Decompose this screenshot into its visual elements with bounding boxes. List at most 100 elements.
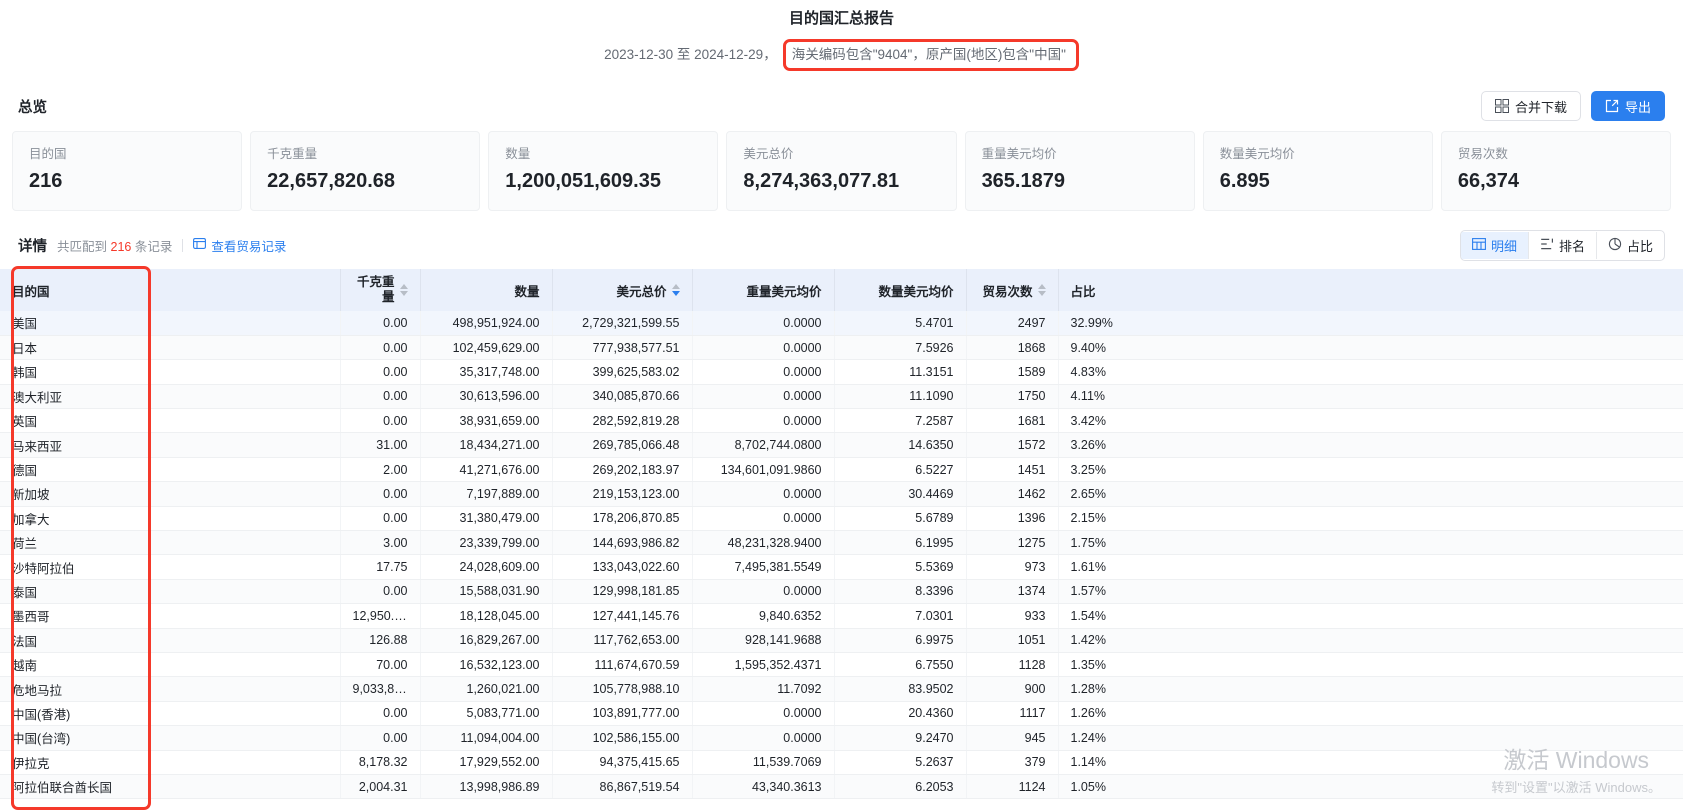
- cell-country: 泰国: [0, 579, 149, 605]
- table-row[interactable]: 伊拉克 8,178.32 17,929,552.00 94,375,415.65 11,…: [0, 750, 1683, 775]
- cell-share: 2.65%: [1058, 481, 1683, 507]
- cell-trade-count: 1051: [966, 628, 1059, 653]
- table-row[interactable]: 加拿大 0.00 31,380,479.00 178,206,870.85 0.0000…: [0, 506, 1683, 532]
- table-row[interactable]: 泰国 0.00 15,588,031.90 129,998,181.85 0.0000 8…: [0, 579, 1683, 605]
- column-header-trade-count[interactable]: 贸易次数: [966, 269, 1059, 311]
- date-range-text: 2023-12-30 至 2024-12-29，: [604, 47, 777, 62]
- cell-trade-count: 1462: [966, 481, 1059, 507]
- cell-country: 澳大利亚: [0, 384, 149, 410]
- table-row[interactable]: 越南 70.00 16,532,123.00 111,674,670.59 1,595,…: [0, 652, 1683, 678]
- table-row[interactable]: 新加坡 0.00 7,197,889.00 219,153,123.00 0.0000 3…: [0, 481, 1683, 507]
- cell-kg-weight: 0.00: [340, 579, 421, 605]
- view-mode-share-label: 占比: [1626, 238, 1653, 254]
- stat-label: 重量美元均价: [981, 147, 1057, 161]
- stat-value: 22,657,820.68: [267, 170, 396, 192]
- table-row[interactable]: 澳大利亚 0.00 30,613,596.00 340,085,870.66 0.000…: [0, 384, 1683, 410]
- view-mode-detail[interactable]: 明细: [1460, 231, 1529, 259]
- cell-spacer: [148, 408, 341, 434]
- table-row[interactable]: 马来西亚 31.00 18,434,271.00 269,785,066.48 8,70…: [0, 432, 1683, 458]
- report-header: 目的国汇总报告 2023-12-30 至 2024-12-29， 海关编码包含"…: [0, 0, 1683, 71]
- cell-kg-weight: 0.00: [340, 311, 421, 336]
- cell-country: 日本: [0, 335, 149, 361]
- column-header-usd-total[interactable]: 美元总价: [552, 269, 693, 311]
- cell-weight-usd-avg: 0.0000: [692, 725, 835, 751]
- column-header-qty-usd-avg[interactable]: 数量美元均价: [834, 269, 967, 311]
- detail-title: 详情: [18, 238, 47, 255]
- cell-trade-count: 1750: [966, 384, 1059, 410]
- column-header-country[interactable]: 目的国: [0, 269, 149, 311]
- view-mode-rank[interactable]: 排名: [1529, 231, 1597, 259]
- cell-quantity: 23,339,799.00: [420, 530, 553, 556]
- detail-table: 目的国 千克重量 数量: [0, 269, 1683, 800]
- cell-spacer: [148, 676, 341, 702]
- cell-quantity: 1,260,021.00: [420, 676, 553, 702]
- column-header-weight-usd-avg[interactable]: 重量美元均价: [692, 269, 835, 311]
- cell-quantity: 35,317,748.00: [420, 359, 553, 385]
- table-row[interactable]: 日本 0.00 102,459,629.00 777,938,577.51 0.0000…: [0, 335, 1683, 361]
- cell-weight-usd-avg: 0.0000: [692, 506, 835, 532]
- sort-icon-trade-count[interactable]: [1037, 284, 1046, 296]
- table-row[interactable]: 英国 0.00 38,931,659.00 282,592,819.28 0.0000 7…: [0, 408, 1683, 434]
- table-row[interactable]: 韩国 0.00 35,317,748.00 399,625,583.02 0.0000 1…: [0, 359, 1683, 385]
- cell-spacer: [148, 774, 341, 800]
- cell-qty-usd-avg: 7.5926: [834, 335, 967, 361]
- report-subtitle: 2023-12-30 至 2024-12-29， 海关编码包含"9404"，原产…: [0, 39, 1683, 71]
- column-header-kg-weight[interactable]: 千克重量: [340, 269, 421, 311]
- cell-qty-usd-avg: 9.2470: [834, 725, 967, 751]
- export-button[interactable]: 导出: [1590, 91, 1665, 121]
- cell-qty-usd-avg: 83.9502: [834, 676, 967, 702]
- cell-share: 1.57%: [1058, 579, 1683, 605]
- stat-value: 365.1879: [981, 170, 1065, 192]
- view-trade-records-button[interactable]: 查看贸易记录: [193, 236, 286, 255]
- table-row[interactable]: 墨西哥 12,950.50 18,128,045.00 127,441,145.76 9…: [0, 603, 1683, 629]
- cell-share: 3.42%: [1058, 408, 1683, 434]
- cell-kg-weight: 2,004.31: [340, 774, 421, 800]
- stat-card: 目的国 216: [12, 131, 243, 211]
- cell-quantity: 5,083,771.00: [420, 701, 553, 727]
- cell-trade-count: 1374: [966, 579, 1059, 605]
- table-row[interactable]: 法国 126.88 16,829,267.00 117,762,653.00 928,1…: [0, 628, 1683, 653]
- cell-spacer: [148, 579, 341, 605]
- table-row[interactable]: 中国(香港) 0.00 5,083,771.00 103,891,777.00 0.00…: [0, 701, 1683, 727]
- stat-value: 8,274,363,077.81: [743, 170, 900, 192]
- stat-value: 6.895: [1219, 170, 1270, 192]
- merge-download-icon: [1494, 99, 1509, 113]
- stat-label: 数量美元均价: [1219, 147, 1295, 161]
- cell-share: 1.35%: [1058, 652, 1683, 678]
- cell-usd-total: 127,441,145.76: [552, 603, 693, 629]
- overview-title: 总览: [18, 99, 47, 116]
- cell-quantity: 41,271,676.00: [420, 457, 553, 483]
- cell-country: 荷兰: [0, 530, 149, 556]
- table-row[interactable]: 沙特阿拉伯 17.75 24,028,609.00 133,043,022.60 7,4…: [0, 554, 1683, 580]
- cell-country: 加拿大: [0, 506, 149, 532]
- cell-spacer: [148, 432, 341, 458]
- table-row[interactable]: 荷兰 3.00 23,339,799.00 144,693,986.82 48,231,…: [0, 530, 1683, 556]
- stat-label: 美元总价: [743, 147, 794, 161]
- cell-qty-usd-avg: 8.3396: [834, 579, 967, 605]
- sort-icon-kg-weight[interactable]: [399, 284, 408, 296]
- merge-download-button[interactable]: 合并下载: [1480, 91, 1581, 121]
- view-mode-share[interactable]: 占比: [1597, 232, 1664, 259]
- cell-share: 1.24%: [1058, 725, 1683, 751]
- column-header-quantity[interactable]: 数量: [420, 269, 553, 311]
- table-row[interactable]: 危地马拉 9,033,86... 1,260,021.00 105,778,988.1…: [0, 676, 1683, 702]
- cell-usd-total: 111,674,670.59: [552, 652, 693, 678]
- table-row[interactable]: 阿拉伯联合酋长国 2,004.31 13,998,986.89 86,867,519.…: [0, 774, 1683, 800]
- cell-kg-weight: 0.00: [340, 725, 421, 751]
- table-row[interactable]: 美国 0.00 498,951,924.00 2,729,321,599.55 0.00…: [0, 311, 1683, 336]
- column-header-spacer: [148, 269, 341, 311]
- cell-country: 韩国: [0, 359, 149, 385]
- sort-icon-usd-total[interactable]: [671, 284, 680, 296]
- cell-usd-total: 269,785,066.48: [552, 432, 693, 458]
- column-header-share[interactable]: 占比: [1058, 269, 1683, 311]
- cell-quantity: 7,197,889.00: [420, 481, 553, 507]
- record-count-prefix: 共匹配到: [57, 239, 108, 254]
- table-row[interactable]: 中国(台湾) 0.00 11,094,004.00 102,586,155.00 0.0…: [0, 725, 1683, 751]
- table-row[interactable]: 德国 2.00 41,271,676.00 269,202,183.97 134,601…: [0, 457, 1683, 483]
- cell-weight-usd-avg: 11.7092: [692, 676, 835, 702]
- cell-country: 美国: [0, 311, 149, 336]
- stat-card: 美元总价 8,274,363,077.81: [726, 131, 957, 211]
- table-icon: [1472, 237, 1486, 254]
- stat-label: 千克重量: [267, 147, 318, 161]
- cell-quantity: 13,998,986.89: [420, 774, 553, 800]
